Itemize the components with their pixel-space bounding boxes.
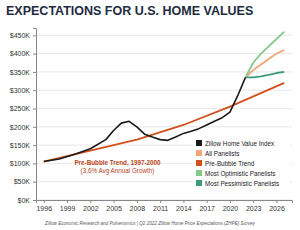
legend-swatch — [196, 170, 202, 176]
grid-line — [36, 35, 292, 36]
x-tick-label: 2002 — [83, 205, 99, 212]
x-tick-mark — [207, 200, 208, 203]
x-tick: 2020 — [223, 200, 239, 212]
legend-swatch — [196, 160, 202, 166]
y-tick-mark — [33, 109, 36, 110]
y-tick: $150K — [10, 142, 36, 149]
x-tick-label: 1996 — [36, 205, 52, 212]
y-tick: $0K — [18, 197, 36, 204]
lines — [44, 32, 284, 162]
y-tick-label: $400K — [10, 50, 31, 57]
y-tick-label: $300K — [10, 87, 31, 94]
x-tick: 2014 — [176, 200, 192, 212]
grid-line — [36, 126, 292, 127]
y-tick-mark — [33, 182, 36, 183]
legend-swatch — [196, 140, 202, 146]
x-tick: 2017 — [199, 200, 215, 212]
y-tick: $250K — [10, 105, 36, 112]
y-tick-label: $250K — [10, 105, 31, 112]
x-tick: 2005 — [106, 200, 122, 212]
x-axis: 1996 1999 2002 2005 2008 2011 2014 2017 2020 2023… — [36, 200, 292, 212]
x-tick-mark — [253, 200, 254, 203]
y-tick-label: $100K — [10, 160, 31, 167]
title: EXPECTATIONS FOR U.S. HOME VALUES — [6, 4, 253, 18]
x-tick: 2011 — [153, 200, 168, 212]
legend-label: Zillow Home Value Index — [205, 140, 275, 147]
grid — [36, 35, 292, 200]
x-tick-mark — [90, 200, 91, 203]
y-tick-label: $350K — [10, 69, 31, 76]
y-tick: $350K — [10, 69, 36, 76]
y-tick-mark — [33, 127, 36, 128]
x-tick-mark — [160, 200, 161, 203]
y-tick: $100K — [10, 160, 36, 167]
grid-line — [36, 108, 292, 109]
y-tick: $400K — [10, 50, 36, 57]
y-tick: $300K — [10, 87, 36, 94]
y-tick-label: $50K — [14, 178, 31, 185]
annotation: Pre-Bubble Trend, 1997-2000(3.6% Avg Ann… — [74, 159, 161, 175]
y-axis-line — [33, 29, 37, 201]
x-tick-label: 2011 — [153, 205, 168, 212]
series-line — [245, 50, 284, 77]
x-tick: 2023 — [246, 200, 262, 212]
grid-line — [36, 90, 292, 91]
x-tick-label: 2014 — [176, 205, 192, 212]
y-axis: $0K $50K $100K $150K $200K $250K $300K $350K $40… — [10, 29, 37, 204]
y-tick: $450K — [10, 32, 36, 39]
y-tick: $50K — [14, 178, 36, 185]
legend: Zillow Home Value Index All Panelists Pre-… — [193, 137, 290, 190]
x-tick: 2008 — [130, 200, 146, 212]
x-tick-mark — [230, 200, 231, 203]
y-tick: $200K — [10, 124, 36, 131]
y-tick-label: $0K — [18, 197, 31, 204]
annotation-text: (3.6% Avg Annual Growth) — [81, 167, 155, 175]
grid-line — [36, 71, 292, 72]
x-tick: 1996 — [36, 200, 52, 212]
legend-swatch — [196, 180, 202, 186]
x-tick-label: 2008 — [130, 205, 146, 212]
legend-background — [193, 137, 290, 190]
y-tick-mark — [33, 90, 36, 91]
y-tick-mark — [33, 145, 36, 146]
x-tick-label: 2026 — [269, 205, 285, 212]
x-tick: 2026 — [269, 200, 285, 212]
legend-label: All Panelists — [205, 150, 239, 157]
legend-label: Most Pessimistic Panelists — [205, 180, 279, 187]
x-tick-mark — [44, 200, 45, 203]
x-tick-label: 2017 — [199, 205, 215, 212]
y-tick-label: $150K — [10, 142, 31, 149]
series-line — [245, 32, 284, 78]
x-tick: 2002 — [83, 200, 99, 212]
legend-label: Most Optimistic Panelists — [205, 170, 275, 178]
x-tick-mark — [114, 200, 115, 203]
series-line — [44, 77, 246, 161]
x-tick-mark — [137, 200, 138, 203]
x-tick-mark — [276, 200, 277, 203]
legend-label: Pre-Bubble Trend — [205, 160, 255, 167]
y-tick-label: $200K — [10, 124, 31, 131]
y-tick-mark — [33, 54, 36, 55]
chart: EXPECTATIONS FOR U.S. HOME VALUES $0K $50K… — [0, 0, 300, 230]
source: Zillow Economic Research and Pulsenomics… — [44, 221, 255, 226]
y-tick-label: $450K — [10, 32, 31, 39]
x-tick: 1999 — [60, 200, 76, 212]
legend-swatch — [196, 150, 202, 156]
y-tick-mark — [33, 72, 36, 73]
annotation-text: Pre-Bubble Trend, 1997-2000 — [74, 159, 161, 167]
x-axis-line — [37, 201, 293, 204]
grid-line — [36, 53, 292, 54]
series-line — [245, 72, 284, 77]
y-tick-mark — [33, 163, 36, 164]
y-tick-mark — [33, 35, 36, 36]
x-tick-label: 2020 — [223, 205, 239, 212]
x-tick-label: 2023 — [246, 205, 262, 212]
y-tick-mark — [33, 200, 36, 201]
x-tick-mark — [67, 200, 68, 203]
x-tick-label: 2005 — [106, 205, 122, 212]
x-tick-label: 1999 — [60, 205, 76, 212]
x-tick-mark — [183, 200, 184, 203]
